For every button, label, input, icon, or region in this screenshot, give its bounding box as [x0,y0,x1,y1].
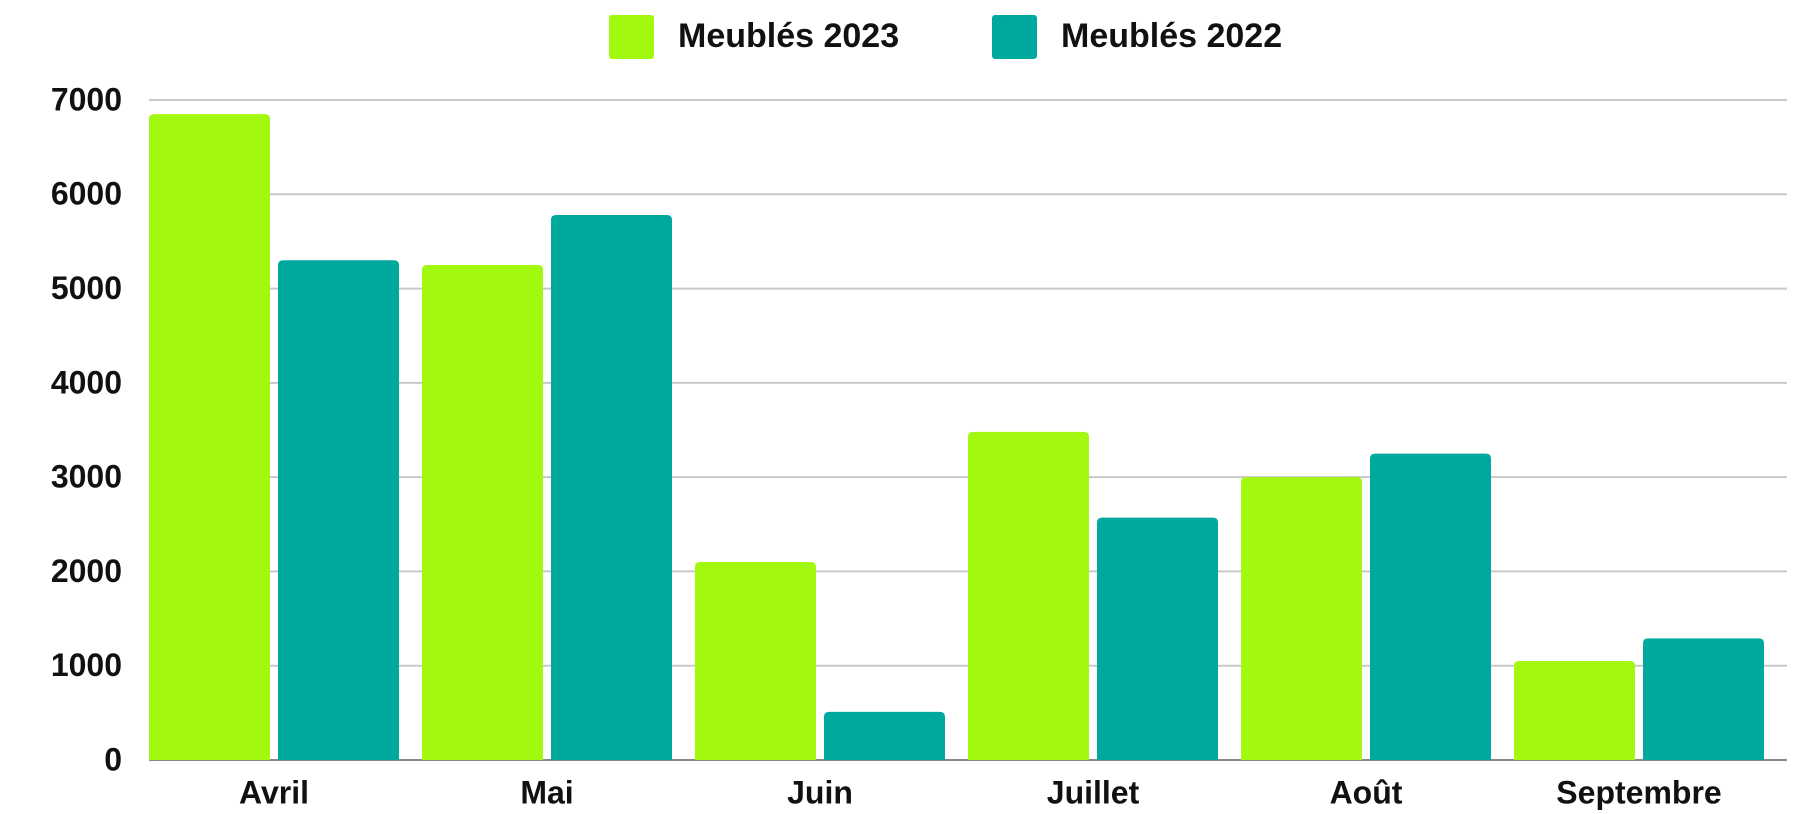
y-tick-label: 0 [104,741,122,777]
bar [149,114,270,760]
legend-label: Meublés 2022 [1061,17,1282,55]
y-tick-label: 7000 [51,81,122,117]
y-tick-label: 4000 [51,364,122,400]
x-tick-label: Juillet [1047,774,1140,810]
x-tick-label: Avril [239,774,309,810]
legend-swatch [992,15,1037,59]
bar [1643,638,1764,760]
bar [695,562,816,760]
bar [278,260,399,760]
x-tick-label: Septembre [1556,774,1721,810]
bar [551,215,672,760]
bar [1097,517,1218,760]
y-tick-label: 3000 [51,459,122,495]
y-tick-label: 6000 [51,176,122,212]
x-tick-label: Août [1330,774,1403,810]
legend-swatch [609,15,654,59]
bar [1241,477,1362,760]
bar [824,711,945,760]
bar [1514,661,1635,760]
x-tick-label: Juin [787,774,853,810]
bar [1370,453,1491,760]
y-tick-label: 2000 [51,553,122,589]
legend-label: Meublés 2023 [678,17,899,55]
y-tick-label: 1000 [51,647,122,683]
y-tick-label: 5000 [51,270,122,306]
bar [968,431,1089,760]
x-tick-label: Mai [520,774,573,810]
bar [422,265,543,760]
